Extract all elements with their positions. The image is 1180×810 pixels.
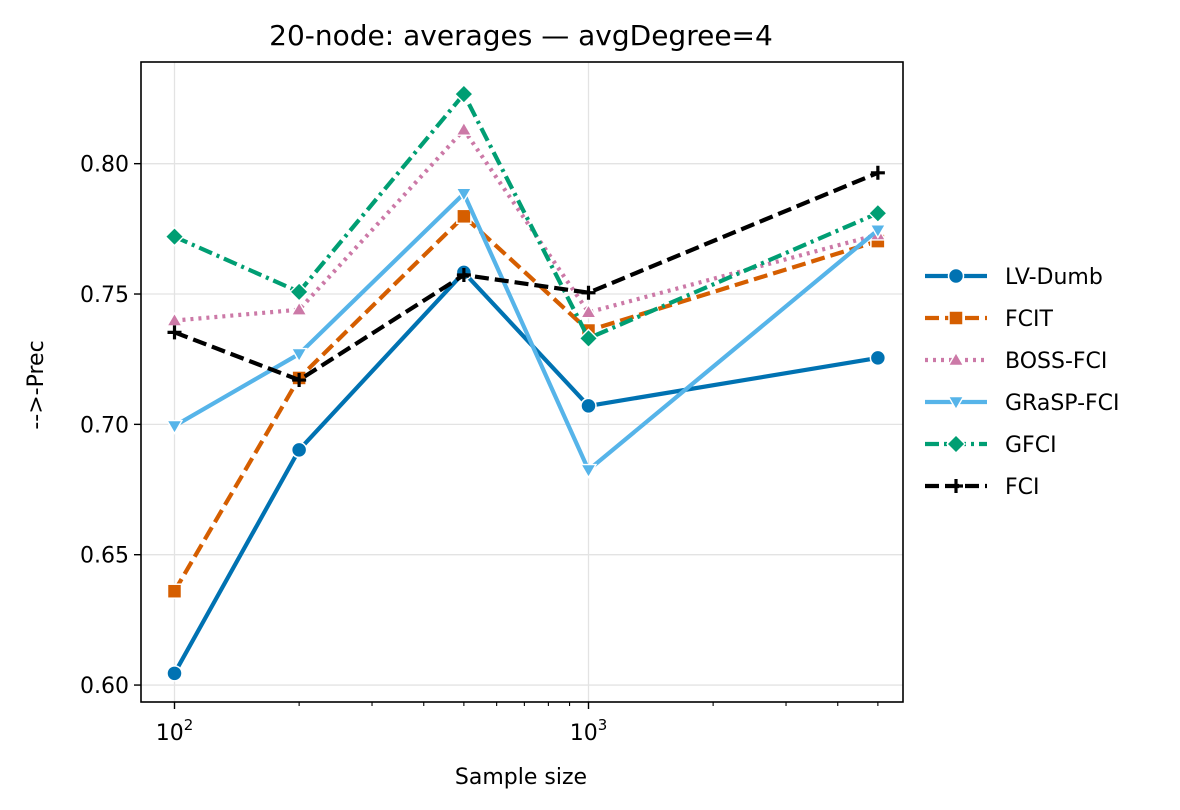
legend-item: BOSS-FCI — [925, 349, 1107, 374]
y-tick-label: 0.60 — [80, 674, 129, 699]
data-point — [580, 397, 597, 415]
data-point — [456, 208, 472, 225]
legend-label: FCI — [1005, 475, 1040, 500]
data-point — [578, 328, 599, 349]
data-point — [164, 226, 185, 247]
y-tick-label: 0.70 — [80, 413, 129, 438]
series-grasp-fci — [165, 187, 887, 479]
series-fcit — [166, 208, 886, 599]
data-point — [289, 281, 310, 302]
y-tick-label: 0.75 — [80, 283, 129, 308]
data-point — [166, 665, 183, 682]
data-point — [456, 267, 471, 282]
legend-label: GFCI — [1005, 433, 1057, 458]
plot-frame — [140, 61, 904, 703]
legend-item: FCI — [925, 475, 1040, 500]
legend-label: BOSS-FCI — [1005, 349, 1107, 374]
series-boss-fci — [165, 120, 887, 327]
series-line — [173, 170, 879, 383]
legend-marker — [947, 351, 965, 367]
data-point — [579, 303, 598, 319]
series-line — [173, 91, 879, 341]
x-tick-exponent: 2 — [184, 716, 194, 734]
legend-marker — [947, 395, 965, 411]
series-fci — [167, 165, 885, 388]
x-tick-label: 103 — [570, 716, 608, 746]
data-point — [290, 300, 308, 316]
series-line — [172, 214, 879, 593]
data-point — [870, 165, 885, 180]
data-point — [165, 419, 184, 435]
data-point — [867, 203, 888, 224]
chart-title: 20-node: averages — avgDegree=4 — [269, 19, 773, 52]
legend-marker — [949, 479, 963, 493]
legend: LV-Dumb FCIT BOSS-FCI GRaSP-FCI GFCI FCI — [925, 265, 1120, 500]
series-layer — [164, 84, 888, 682]
data-point — [455, 187, 473, 203]
data-point — [167, 325, 182, 340]
data-point — [165, 311, 184, 327]
legend-marker — [946, 434, 966, 454]
x-tick-exponent: 3 — [598, 716, 608, 734]
ticks: 0.60 0.65 0.70 0.75 0.80 102 103 — [80, 153, 879, 746]
legend-item: LV-Dumb — [925, 265, 1103, 290]
data-point — [290, 347, 308, 363]
legend-marker — [947, 267, 965, 285]
data-point — [581, 285, 596, 300]
series-gfci — [164, 84, 888, 349]
data-point — [453, 84, 474, 105]
legend-label: GRaSP-FCI — [1005, 391, 1120, 416]
y-axis-label: -->-Prec — [24, 340, 49, 429]
y-tick-label: 0.65 — [80, 544, 129, 569]
legend-label: FCIT — [1005, 307, 1054, 332]
y-tick-label: 0.80 — [80, 153, 129, 178]
series-line — [173, 191, 880, 473]
x-tick-label: 102 — [156, 716, 194, 746]
legend-item: GFCI — [925, 433, 1057, 458]
legend-marker — [948, 310, 964, 326]
data-point — [869, 349, 887, 367]
legend-item: FCIT — [925, 307, 1054, 332]
legend-item: GRaSP-FCI — [925, 391, 1120, 416]
grid — [141, 62, 903, 702]
data-point — [579, 463, 598, 479]
data-point — [455, 120, 473, 136]
data-point — [166, 583, 183, 599]
data-point — [869, 224, 887, 240]
data-point — [290, 441, 308, 459]
x-axis-label: Sample size — [455, 765, 587, 790]
data-point — [292, 373, 307, 388]
legend-label: LV-Dumb — [1005, 265, 1103, 290]
series-line — [174, 127, 879, 323]
